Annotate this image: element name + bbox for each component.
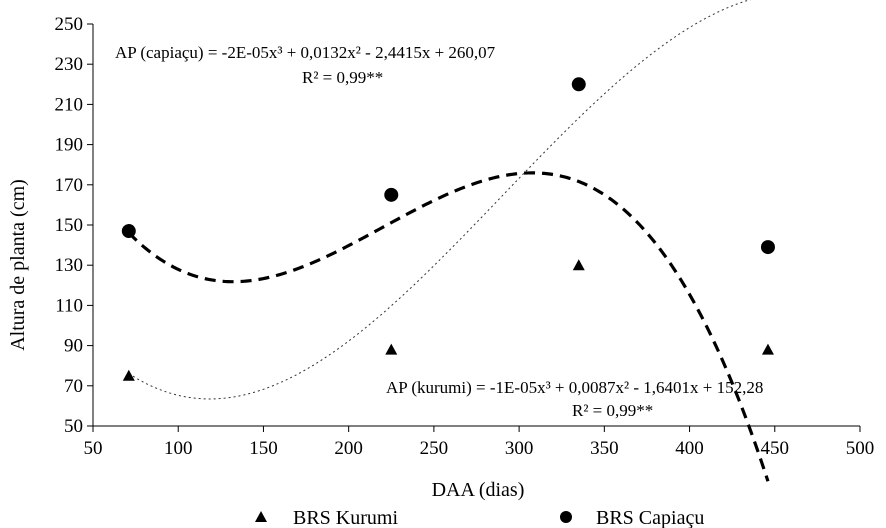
y-tick-label: 110 xyxy=(55,295,83,316)
x-tick-label: 300 xyxy=(505,438,534,459)
data-point-triangle xyxy=(122,369,135,381)
data-point-triangle xyxy=(572,259,585,271)
x-axis-title: DAA (dias) xyxy=(432,479,525,501)
y-tick-label: 50 xyxy=(64,416,83,437)
y-tick-label: 90 xyxy=(64,336,83,357)
y-tick-label: 250 xyxy=(55,14,84,35)
x-tick-label: 150 xyxy=(249,438,278,459)
trend-curve-0 xyxy=(128,0,751,400)
legend-label-capiacu: BRS Capiaçu xyxy=(596,507,704,528)
x-tick-label: 450 xyxy=(761,438,790,459)
data-point-circle xyxy=(571,77,586,92)
data-point-circle xyxy=(121,224,136,239)
trend-curve-1 xyxy=(127,171,770,482)
equation-kurumi: AP (kurumi) = -1E-05x³ + 0,0087x² - 1,64… xyxy=(386,378,763,397)
data-point-circle xyxy=(384,187,399,202)
x-tick-label: 200 xyxy=(334,438,363,459)
data-point-triangle xyxy=(385,343,398,355)
data-points xyxy=(121,77,775,381)
y-tick-label: 230 xyxy=(55,54,84,75)
data-point-circle xyxy=(760,240,775,255)
trend-curves xyxy=(127,0,770,482)
legend-label-kurumi: BRS Kurumi xyxy=(293,507,398,528)
y-axis-title: Altura de planta (cm) xyxy=(7,179,29,351)
legend: BRS Kurumi BRS Capiaçu xyxy=(255,507,704,528)
data-point-triangle xyxy=(761,343,774,355)
y-tick-label: 190 xyxy=(55,135,84,156)
x-tick-label: 500 xyxy=(846,438,875,459)
legend-marker-kurumi xyxy=(255,511,267,522)
r2-capiacu: R² = 0,99** xyxy=(302,68,383,87)
legend-marker-capiacu xyxy=(560,511,572,523)
axes: 50 70 90 110 130 150 170 190 210 230 250 50 100 150 20… xyxy=(55,14,875,459)
y-tick-label: 130 xyxy=(55,255,84,276)
x-tick-label: 350 xyxy=(590,438,619,459)
x-tick-label: 50 xyxy=(84,438,103,459)
y-tick-label: 150 xyxy=(55,215,84,236)
x-tick-label: 100 xyxy=(164,438,193,459)
x-tick-label: 250 xyxy=(420,438,449,459)
x-tick-label: 400 xyxy=(675,438,704,459)
equation-capiacu: AP (capiaçu) = -2E-05x³ + 0,0132x² - 2,4… xyxy=(115,43,496,62)
y-tick-label: 70 xyxy=(64,376,83,397)
y-tick-label: 210 xyxy=(55,94,84,115)
r2-kurumi: R² = 0,99** xyxy=(572,401,653,420)
y-tick-label: 170 xyxy=(55,175,84,196)
